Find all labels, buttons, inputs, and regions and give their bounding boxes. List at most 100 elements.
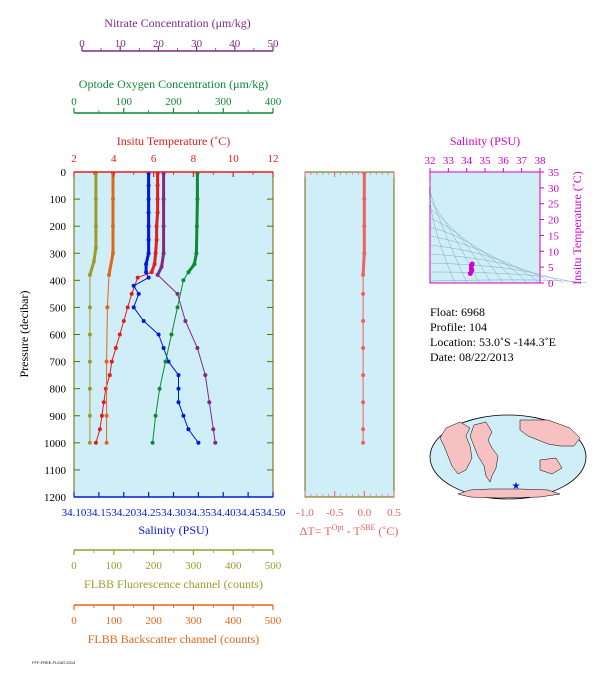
ts-x-tick-label: 34	[461, 155, 473, 167]
landmass-asia	[519, 419, 581, 447]
fluorescence-axis-tick-label: 200	[145, 560, 162, 572]
ts-density-contour	[429, 262, 564, 284]
series-2-point	[161, 224, 166, 229]
backscatter-axis-tick-label: 400	[225, 615, 242, 627]
series-4-point	[93, 245, 98, 250]
series-3-point	[150, 440, 155, 445]
series-0-point	[101, 400, 106, 405]
series-1-point	[146, 224, 151, 229]
series-1-point	[144, 270, 149, 275]
backscatter-axis-tick-label: 0	[71, 615, 77, 627]
series-1-point	[176, 373, 181, 378]
oxygen-axis-tick-label: 200	[165, 96, 182, 108]
ts-plot-area	[429, 171, 541, 284]
ts-diagram-panel: 32 33 34 35 36 37 38 Salinity (PSU) 0 5 10 15 20 25 30…	[425, 134, 588, 290]
series-1-point	[166, 359, 171, 364]
series-0-point	[97, 427, 102, 432]
series-1-point	[176, 386, 181, 391]
temperature-axis-tick-label: 8	[191, 153, 197, 165]
series-4-point	[87, 272, 92, 277]
ts-y-tick-label: 35	[548, 167, 560, 179]
ts-x-tick-label: 38	[535, 155, 547, 167]
pressure-tick-label: 200	[50, 221, 67, 233]
series-4-point	[87, 332, 92, 337]
fluorescence-axis-tick-label: 0	[71, 560, 77, 572]
temperature-axis-tick-label: 10	[228, 153, 240, 165]
series-0-point	[149, 270, 154, 275]
ts-point	[469, 267, 475, 273]
pressure-tick-label: 700	[50, 357, 67, 369]
series-2	[155, 171, 218, 445]
salinity-axis-tick-label: 34.20	[111, 507, 136, 519]
salinity-axis-title: Salinity (PSU)	[138, 523, 208, 537]
series-2-point	[155, 272, 160, 277]
series-6-point	[361, 427, 366, 432]
series-2-point	[213, 440, 218, 445]
ts-y-tick-label: 10	[548, 246, 560, 258]
series-3	[150, 171, 200, 445]
series-3-point	[194, 251, 199, 256]
ts-density-contour	[429, 181, 456, 284]
series-6-point	[362, 224, 367, 229]
series-1	[131, 171, 201, 445]
ts-density-contour	[429, 279, 588, 284]
series-5-point	[111, 197, 115, 202]
series-0-point	[125, 305, 130, 310]
series-3-point	[157, 386, 162, 391]
series-0-point	[121, 319, 126, 323]
series-0-point	[155, 210, 160, 215]
delta-plot-area	[304, 171, 395, 498]
temperature-axis-title: Insitu Temperature (˚C)	[117, 134, 231, 148]
series-0	[93, 171, 160, 445]
backscatter-axis-tick-label: 100	[106, 615, 123, 627]
series-6-upper-line	[361, 173, 366, 275]
series-2-point	[183, 319, 188, 323]
series-3-point	[194, 224, 199, 229]
series-1-point	[131, 283, 136, 288]
ts-y-tick-label: 5	[548, 262, 554, 274]
oxygen-axis-tick-label: 100	[116, 96, 133, 108]
nitrate-axis-tick-label: 50	[268, 38, 280, 50]
ts-density-contour	[429, 190, 468, 284]
series-1-point	[146, 237, 151, 242]
series-6-point	[361, 373, 366, 378]
backscatter-axis-tick-label: 200	[145, 615, 162, 627]
series-2-point	[207, 400, 212, 405]
fluorescence-axis-tick-label: 400	[225, 560, 242, 572]
series-3-point	[195, 197, 200, 202]
nitrate-axis-tick-label: 0	[79, 38, 85, 50]
landmass-australia	[539, 457, 563, 475]
landmass-europe-africa	[439, 421, 473, 475]
pressure-tick-label: 1200	[44, 492, 67, 504]
delta-axis-tick-label: 0.5	[387, 507, 401, 519]
footer-text: FFF-FREE-FLOAT-2013	[32, 660, 76, 665]
series-2-point	[161, 197, 166, 202]
delta-axis-title: ΔT= TOpt - TSBE (˚C)	[300, 523, 399, 538]
ts-x-tick-label: 35	[480, 155, 492, 167]
series-6-point	[361, 346, 366, 350]
series-1-point	[146, 275, 151, 280]
series-5-point	[104, 359, 109, 364]
temperature-axis-tick-label: 12	[268, 153, 279, 165]
series-5-point	[107, 272, 111, 277]
salinity-axis-tick-label: 34.25	[136, 507, 161, 519]
series-0-point	[129, 291, 134, 296]
series-5-point	[105, 305, 110, 310]
ts-x-tick-label: 33	[443, 155, 455, 167]
ts-density-contour	[429, 253, 552, 284]
pressure-tick-label: 800	[50, 384, 67, 396]
series-1-point	[156, 332, 161, 337]
backscatter-axis: 0 100 200 300 400 500 FLBB Backscatter channel…	[71, 604, 282, 646]
date: Date: 08/22/2013	[430, 350, 514, 364]
temperature-axis-tick-label: 2	[71, 153, 77, 165]
ts-density-contour	[429, 235, 528, 284]
series-0-point	[154, 224, 159, 229]
series-0-point	[135, 275, 140, 280]
fluorescence-axis-title: FLBB Fluorescence channel (counts)	[84, 577, 263, 591]
delta-t-panel: -1.0 -0.5 0.0 0.5 ΔT= TOpt - TSBE (˚C)	[296, 171, 401, 538]
series-2-point	[203, 373, 208, 378]
ts-y-tick-label: 25	[548, 199, 560, 211]
series-2-point	[161, 251, 166, 256]
fluorescence-axis-tick-label: 100	[106, 560, 123, 572]
